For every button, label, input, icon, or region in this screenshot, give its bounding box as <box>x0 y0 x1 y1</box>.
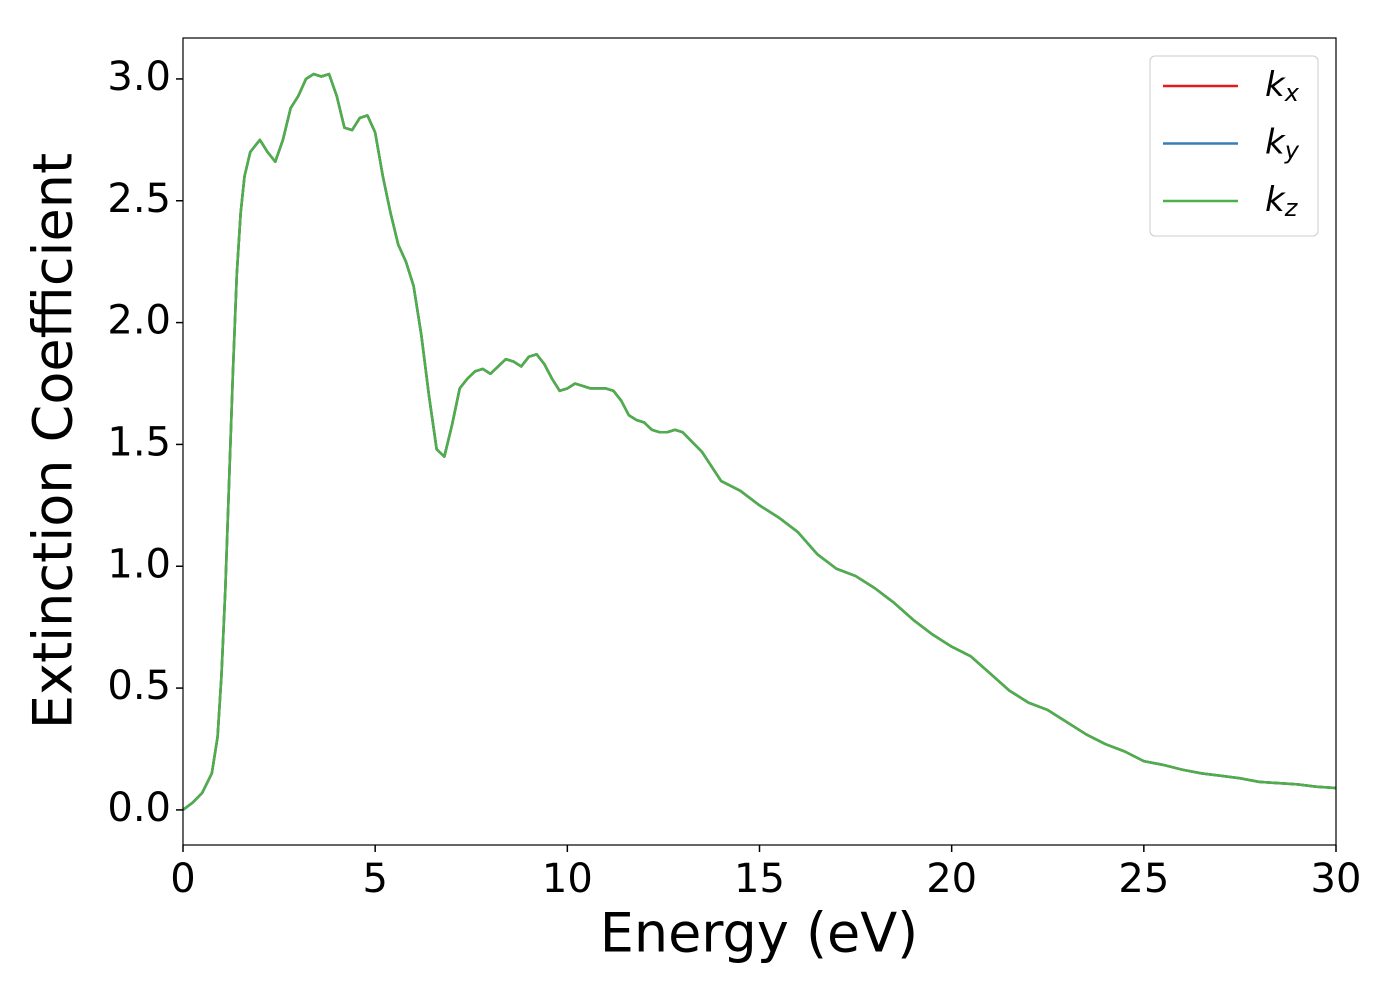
legend-label: ky <box>1265 122 1300 165</box>
plot-frame <box>182 37 1337 846</box>
y-tick-label: 3.0 <box>107 54 171 100</box>
legend-label: kx <box>1265 65 1300 108</box>
x-tick-label: 20 <box>926 856 977 902</box>
x-tick-label: 25 <box>1118 856 1169 902</box>
y-tick-label: 0.5 <box>107 663 171 709</box>
x-tick-label: 15 <box>734 856 785 902</box>
x-axis-label: Energy (eV) <box>600 902 919 965</box>
y-tick-label: 1.0 <box>107 541 171 587</box>
series-line <box>182 72 1337 811</box>
x-tick-label: 10 <box>542 856 593 902</box>
x-tick-label: 5 <box>362 856 387 902</box>
x-tick-label: 0 <box>170 856 195 902</box>
y-tick-label: 2.5 <box>107 176 171 222</box>
y-tick-label: 2.0 <box>107 298 171 344</box>
legend-box <box>1149 55 1319 237</box>
y-axis-label: Extinction Coefficient <box>22 153 85 729</box>
x-tick-label: 30 <box>1311 856 1362 902</box>
legend-label: kz <box>1265 180 1299 223</box>
y-tick-label: 1.5 <box>107 419 171 465</box>
y-tick-label: 0.0 <box>107 785 171 831</box>
